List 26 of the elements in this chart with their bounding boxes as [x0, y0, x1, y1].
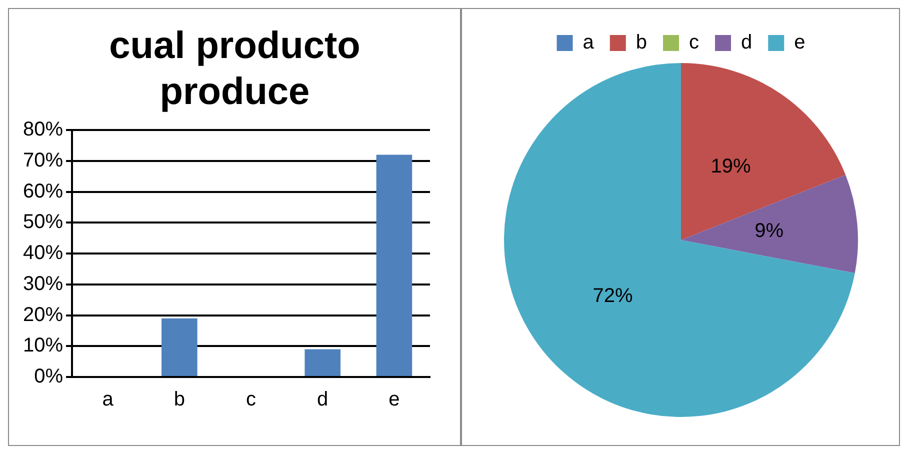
y-tick-label: 80%: [22, 118, 63, 141]
bar: [161, 318, 198, 376]
bar: [376, 154, 412, 376]
y-tick-label: 0%: [34, 366, 63, 388]
legend-label: d: [740, 32, 752, 54]
legend-label: e: [794, 32, 805, 54]
data-label: 9%: [754, 220, 784, 242]
chart-title: cual producto produce: [108, 24, 362, 115]
data-label: 72%: [592, 284, 633, 307]
y-tick-label: 10%: [22, 334, 63, 357]
y-tick-label: 60%: [22, 180, 63, 202]
y-tick-label: 50%: [22, 211, 63, 234]
x-tick-label: a: [102, 388, 114, 411]
x-tick-label: b: [174, 388, 185, 411]
data-label: 19%: [710, 155, 751, 178]
y-tick-label: 20%: [22, 304, 63, 326]
legend-label: b: [636, 32, 647, 54]
x-tick-label: e: [388, 388, 400, 411]
y-tick-label: 70%: [22, 149, 63, 172]
y-tick-label: 30%: [22, 272, 63, 295]
legend-label: c: [688, 32, 699, 54]
y-tick-label: 40%: [22, 242, 63, 264]
x-tick-label: d: [316, 388, 328, 411]
x-tick-label: c: [246, 388, 256, 411]
bar: [304, 349, 340, 376]
legend-label: a: [582, 32, 594, 54]
